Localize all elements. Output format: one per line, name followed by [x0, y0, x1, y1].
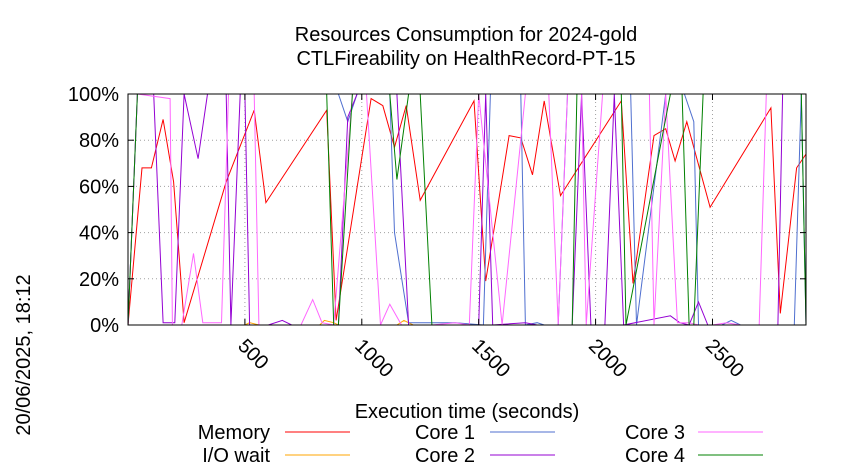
x-tick-label: 1000	[350, 335, 397, 382]
legend-label-core-4: Core 4	[625, 445, 685, 467]
y-tick-label: 80%	[79, 130, 119, 152]
side-timestamp-label: 20/06/2025, 18:12	[13, 274, 35, 435]
legend-label-core-1: Core 1	[415, 422, 475, 444]
series-line-core-3	[127, 93, 806, 326]
series-line-memory	[127, 97, 807, 326]
y-tick-label: 20%	[79, 269, 119, 291]
y-tick-label: 0%	[90, 315, 119, 337]
legend-label-core-3: Core 3	[625, 422, 685, 444]
legend-label-core-2: Core 2	[415, 445, 475, 467]
chart-title: Resources Consumption for 2024-gold	[295, 24, 637, 46]
grid-layer	[128, 94, 806, 325]
x-tick-label: 1500	[467, 335, 514, 382]
chart-subtitle: CTLFireability on HealthRecord-PT-15	[296, 48, 635, 70]
series-layer	[127, 93, 807, 326]
legend-label-memory: Memory	[198, 422, 270, 444]
x-tick-label: 2000	[584, 335, 631, 382]
y-tick-label: 100%	[68, 84, 119, 106]
y-tick-label: 40%	[79, 223, 119, 245]
x-tick-label: 500	[233, 335, 272, 374]
x-axis-label: Execution time (seconds)	[355, 401, 580, 423]
y-tick-label: 60%	[79, 176, 119, 198]
series-line-core-2	[127, 93, 806, 326]
legend-label-i-o-wait: I/O wait	[202, 445, 270, 467]
series-line-i-o-wait	[128, 319, 806, 326]
x-tick-label: 2500	[701, 335, 748, 382]
plot-area-border	[127, 93, 807, 326]
